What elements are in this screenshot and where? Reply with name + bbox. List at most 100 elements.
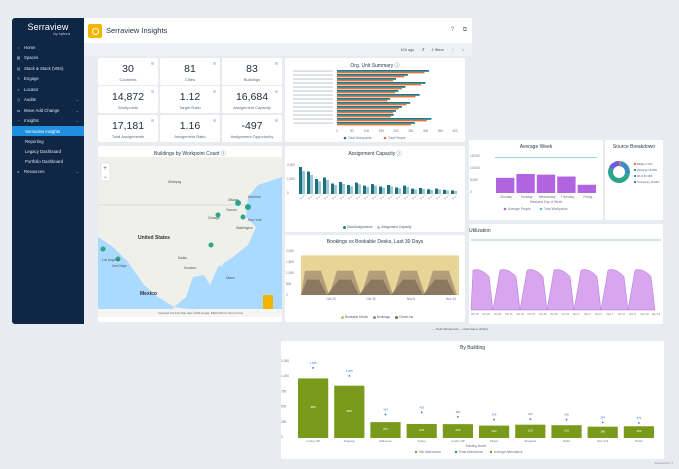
capacity-bar-capacity[interactable] xyxy=(326,179,329,194)
capacity-bar-assignments[interactable] xyxy=(387,185,390,194)
legend-item[interactable]: Peak Attendance xyxy=(459,450,483,454)
sidebar-subitem-reporting[interactable]: Reporting xyxy=(25,138,44,144)
filters-button[interactable]: 4 filters xyxy=(431,48,444,52)
zoom-out-icon[interactable]: − xyxy=(104,175,108,181)
capacity-bar-assignments[interactable] xyxy=(355,182,358,194)
kpi-tile[interactable]: 16,684 Assignment Capacity xyxy=(222,86,282,113)
capacity-bar-assignments[interactable] xyxy=(299,167,302,194)
legend-total-workpoints[interactable]: Total Workpoints xyxy=(544,207,568,211)
legend-attendance-daily[interactable]: Attendance (Daily) xyxy=(463,327,488,331)
org-bar-workpoints[interactable] xyxy=(337,94,420,96)
org-bar-workpoints[interactable] xyxy=(337,122,415,124)
peak-marker[interactable] xyxy=(348,374,351,377)
capacity-bar-capacity[interactable] xyxy=(414,189,417,194)
folder-icon[interactable]: ⌂ xyxy=(461,48,464,52)
org-bar-people[interactable] xyxy=(337,115,391,118)
tile-menu-icon[interactable] xyxy=(151,119,154,122)
kpi-tile[interactable]: 14,872 Workpoints xyxy=(98,86,158,113)
sidebar-item-resources[interactable]: ▸ Resources ⌄ xyxy=(12,166,84,177)
peak-marker[interactable] xyxy=(493,418,495,421)
capacity-bar-assignments[interactable] xyxy=(379,186,382,195)
building-marker[interactable] xyxy=(208,242,214,248)
org-bar-people[interactable] xyxy=(337,119,427,122)
sidebar-subitem-legacy-dashboard[interactable]: Legacy Dashboard xyxy=(25,148,62,154)
org-bar-people[interactable] xyxy=(337,99,388,102)
average-attendance-bar[interactable] xyxy=(479,425,510,438)
peak-marker[interactable] xyxy=(565,418,568,421)
average-people-bar[interactable] xyxy=(496,177,515,193)
capacity-bar-assignments[interactable] xyxy=(435,188,438,194)
building-marker[interactable] xyxy=(245,204,251,210)
sidebar-item-spaces[interactable]: ▦ Spaces xyxy=(12,53,84,64)
building-marker[interactable] xyxy=(100,246,106,252)
capacity-bar-capacity[interactable] xyxy=(446,190,449,194)
peak-marker[interactable] xyxy=(420,411,423,414)
org-bar-workpoints[interactable] xyxy=(337,78,396,80)
kpi-tile[interactable]: 1.16 Assignment Ratio xyxy=(160,115,220,142)
kpi-tile[interactable]: 83 Buildings xyxy=(222,58,282,85)
capacity-bar-capacity[interactable] xyxy=(342,183,345,194)
building-marker[interactable] xyxy=(115,256,121,262)
capacity-bar-capacity[interactable] xyxy=(358,184,361,194)
capacity-bar-capacity[interactable] xyxy=(310,174,313,194)
kpi-tile[interactable]: 1.12 Target Ratio xyxy=(160,86,220,113)
sidebar-item-home[interactable]: ⌂ Home xyxy=(12,42,84,53)
org-bar-workpoints[interactable] xyxy=(337,118,432,120)
capacity-bar-assignments[interactable] xyxy=(451,190,454,194)
org-bar-workpoints[interactable] xyxy=(337,86,406,88)
capacity-bar-assignments[interactable] xyxy=(411,188,414,194)
tile-menu-icon[interactable] xyxy=(151,90,154,93)
org-bar-workpoints[interactable] xyxy=(337,102,411,104)
capacity-bar-assignments[interactable] xyxy=(443,189,446,194)
capacity-bar-capacity[interactable] xyxy=(422,188,425,194)
capacity-bar-capacity[interactable] xyxy=(430,189,433,194)
capacity-bar-capacity[interactable] xyxy=(318,181,321,194)
org-bar-people[interactable] xyxy=(337,87,403,90)
tile-menu-icon[interactable] xyxy=(213,119,216,122)
org-bar-people[interactable] xyxy=(337,111,394,114)
tile-menu-icon[interactable] xyxy=(275,119,278,122)
legend-total-assignments[interactable]: Total Assignments xyxy=(346,225,373,229)
average-attendance-bar[interactable] xyxy=(515,424,546,438)
org-bar-people[interactable] xyxy=(337,75,405,78)
capacity-bar-capacity[interactable] xyxy=(438,189,441,194)
tile-menu-icon[interactable] xyxy=(151,62,154,65)
capacity-bar-assignments[interactable] xyxy=(315,179,318,194)
average-people-bar[interactable] xyxy=(557,176,576,193)
map-zoom-control[interactable] xyxy=(100,162,111,182)
org-bar-people[interactable] xyxy=(337,123,411,126)
org-bar-workpoints[interactable] xyxy=(337,82,426,84)
capacity-bar-capacity[interactable] xyxy=(390,186,393,194)
average-attendance-bar[interactable] xyxy=(370,422,401,438)
legend-average-people[interactable]: Average People xyxy=(508,207,531,211)
peak-marker[interactable] xyxy=(638,422,640,424)
average-attendance-bar[interactable] xyxy=(587,426,618,438)
capacity-bar-assignments[interactable] xyxy=(363,185,366,194)
capacity-bar-assignments[interactable] xyxy=(419,188,422,194)
capacity-bar-assignments[interactable] xyxy=(323,177,326,195)
tile-menu-icon[interactable] xyxy=(275,90,278,93)
sidebar-item-audits[interactable]: ◷ Audits ⌄ xyxy=(12,95,84,106)
peak-marker[interactable] xyxy=(384,413,387,416)
capacity-bar-capacity[interactable] xyxy=(382,187,385,194)
capacity-bar-assignments[interactable] xyxy=(427,189,430,194)
average-people-bar[interactable] xyxy=(536,174,556,193)
legend-item[interactable]: Average Attendance xyxy=(494,450,523,454)
org-bar-people[interactable] xyxy=(337,71,425,74)
zoom-in-icon[interactable]: + xyxy=(103,166,107,172)
sidebar-subitem-portfolio-dashboard[interactable]: Portfolio Dashboard xyxy=(25,158,63,164)
org-bar-workpoints[interactable] xyxy=(337,98,391,100)
average-attendance-bar[interactable] xyxy=(406,423,437,438)
capacity-bar-assignments[interactable] xyxy=(339,182,342,194)
org-bar-people[interactable] xyxy=(337,79,394,82)
org-bar-workpoints[interactable] xyxy=(337,114,394,116)
average-attendance-bar[interactable] xyxy=(442,424,473,438)
building-marker[interactable] xyxy=(215,212,221,218)
capacity-bar-assignments[interactable] xyxy=(395,187,398,194)
org-bar-workpoints[interactable] xyxy=(337,74,408,76)
pie-slice[interactable] xyxy=(608,161,619,170)
legend-total-people[interactable]: Total People xyxy=(388,136,406,140)
legend-total-workpoints[interactable]: Total Workpoints xyxy=(348,136,372,140)
legend-item[interactable]: Occupancy 18.32% xyxy=(637,180,660,184)
org-bar-people[interactable] xyxy=(337,103,407,106)
